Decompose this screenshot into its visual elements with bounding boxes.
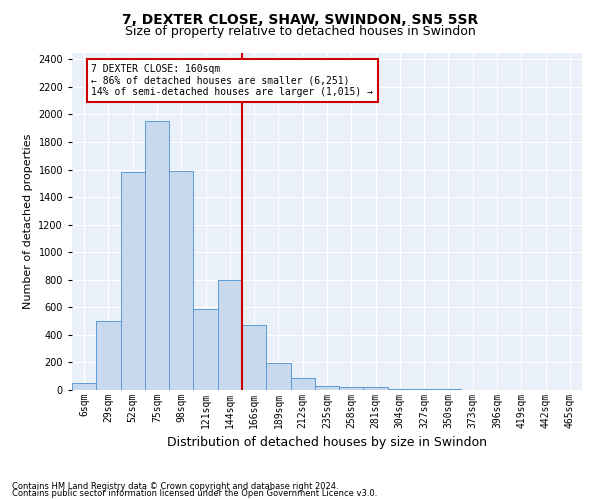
Bar: [169, 171, 193, 390]
Bar: [339, 386, 364, 390]
Text: Contains public sector information licensed under the Open Government Licence v3: Contains public sector information licen…: [12, 489, 377, 498]
Bar: [96, 321, 121, 390]
Y-axis label: Number of detached properties: Number of detached properties: [23, 134, 32, 309]
Bar: [193, 308, 218, 390]
Bar: [388, 388, 412, 390]
Bar: [412, 389, 436, 390]
Bar: [218, 280, 242, 390]
Bar: [290, 378, 315, 390]
Bar: [72, 383, 96, 390]
X-axis label: Distribution of detached houses by size in Swindon: Distribution of detached houses by size …: [167, 436, 487, 450]
Bar: [315, 386, 339, 390]
Bar: [145, 122, 169, 390]
Bar: [242, 324, 266, 390]
Text: Contains HM Land Registry data © Crown copyright and database right 2024.: Contains HM Land Registry data © Crown c…: [12, 482, 338, 491]
Bar: [121, 172, 145, 390]
Bar: [364, 387, 388, 390]
Text: 7 DEXTER CLOSE: 160sqm
← 86% of detached houses are smaller (6,251)
14% of semi-: 7 DEXTER CLOSE: 160sqm ← 86% of detached…: [91, 64, 373, 96]
Text: Size of property relative to detached houses in Swindon: Size of property relative to detached ho…: [125, 25, 475, 38]
Bar: [266, 363, 290, 390]
Text: 7, DEXTER CLOSE, SHAW, SWINDON, SN5 5SR: 7, DEXTER CLOSE, SHAW, SWINDON, SN5 5SR: [122, 12, 478, 26]
